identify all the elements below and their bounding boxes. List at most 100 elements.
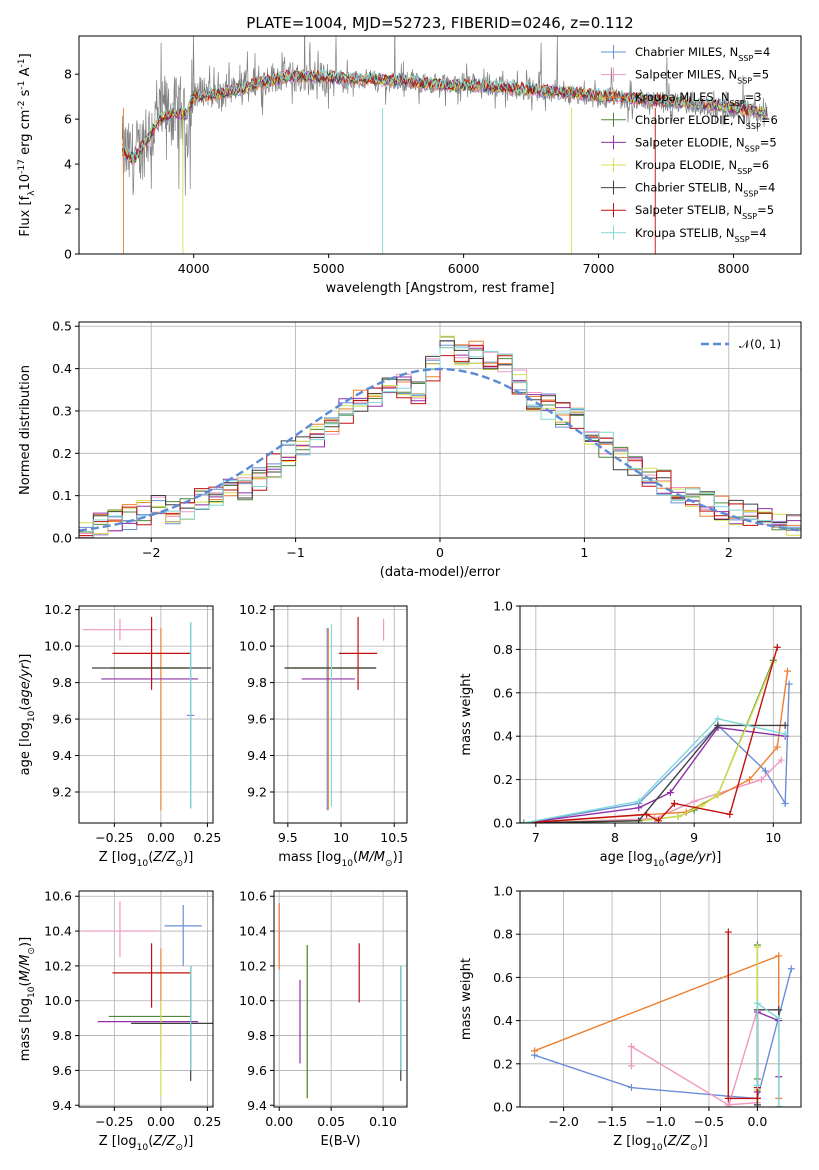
- y-tick-label: 0.4: [493, 1013, 513, 1028]
- x-axis-label: (data-model)/error: [380, 565, 501, 580]
- legend-entry: Chabrier ELODIE, NSSP=6: [635, 113, 778, 131]
- errorbar-point: [164, 904, 202, 966]
- y-tick-label: 0.0: [52, 531, 72, 546]
- y-tick-label: 9.4: [52, 748, 72, 763]
- plot-marks: [82, 901, 213, 1097]
- y-tick-label: 10.6: [44, 889, 72, 904]
- mass-weight-marker: [724, 1103, 732, 1107]
- legend-entry: Chabrier STELIB, NSSP=4: [635, 181, 775, 199]
- y-tick-label: 0.3: [52, 403, 72, 418]
- y-axis-label: Flux [fλ10-17 erg cm-2 s-1 A-1]: [17, 53, 37, 236]
- ticks: −2 −1 0 1 2 0.0 0.1 0.2 0.3 0.4 0.5: [52, 319, 733, 560]
- y-tick-label: 0.4: [493, 729, 513, 744]
- y-axis-label: mass weight: [459, 673, 474, 755]
- y-tick-label: 9.6: [247, 712, 267, 727]
- y-tick-label: 10.0: [239, 993, 267, 1008]
- mass-vs-ebv-panel: 0.00 0.05 0.10 9.4 9.6 9.8 10.0 10.2 10.4 10.6 E(B…: [239, 889, 408, 1149]
- x-tick-label: 9: [690, 830, 698, 845]
- axes-frame: [78, 605, 214, 824]
- legend-entry: Kroupa ELODIE, NSSP=6: [635, 158, 769, 176]
- x-tick-label: 0.00: [147, 1114, 175, 1129]
- mass-weight-marker: [753, 999, 761, 1007]
- mass-weight-marker: [761, 767, 769, 775]
- mass-weight-marker: [777, 756, 785, 764]
- x-tick-label: 8000: [718, 261, 750, 276]
- x-tick-label: −2: [142, 545, 160, 560]
- mass-weight-marker: [726, 810, 734, 818]
- massweight-vs-z-panel: −2.0 −1.5 −1.0 −0.5 0.0 0.0 0.2 0.4 0.6 0.8 1.0 Z […: [459, 884, 802, 1153]
- mass-weight-marker: [784, 667, 792, 675]
- y-tick-label: 10.2: [239, 958, 267, 973]
- x-axis-label: mass [log10(M/M⊙)]: [278, 850, 402, 869]
- x-axis-label: Z [log10(Z/Z⊙)]: [613, 1134, 708, 1153]
- x-tick-label: 6000: [448, 261, 480, 276]
- legend: 𝒩(0, 1): [701, 337, 781, 351]
- plot-area: [520, 606, 801, 823]
- residuals-panel: −2 −1 0 1 2 0.0 0.1 0.2 0.3 0.4 0.5 (data-model)/er…: [18, 319, 802, 580]
- y-tick-label: 0.2: [493, 1056, 513, 1071]
- y-axis-label: mass weight: [459, 958, 474, 1040]
- legend-entry: 𝒩(0, 1): [739, 337, 781, 351]
- plot-area: [274, 606, 407, 823]
- y-tick-label: 9.8: [52, 675, 72, 690]
- mass-weight-marker: [775, 1103, 783, 1107]
- mass-weight-marker: [746, 776, 754, 784]
- y-tick-label: 9.6: [52, 712, 72, 727]
- y-tick-label: 10.2: [44, 602, 72, 617]
- mass-weight-marker: [773, 743, 781, 751]
- x-tick-label: 7: [532, 830, 540, 845]
- mass-weight-marker: [753, 943, 761, 951]
- mass-weight-line: [523, 724, 786, 823]
- x-tick-label: −0.25: [95, 830, 133, 845]
- y-tick-label: 10.4: [239, 924, 267, 939]
- errorbar-point: [82, 901, 158, 958]
- y-tick-label: 10.2: [239, 602, 267, 617]
- x-tick-label: 8: [611, 830, 619, 845]
- y-tick-label: 6: [64, 112, 72, 127]
- plot-marks: [121, 36, 768, 254]
- plot-marks: [284, 616, 385, 811]
- y-tick-label: 9.4: [247, 1098, 267, 1113]
- axes-frame: [519, 605, 802, 824]
- x-axis-label: E(B-V): [320, 1134, 360, 1149]
- y-tick-label: 1.0: [493, 884, 513, 899]
- plot-marks: [531, 928, 795, 1107]
- x-tick-label: 9.5: [278, 830, 298, 845]
- x-axis-label: Z [log10(Z/Z⊙)]: [99, 1134, 194, 1153]
- y-tick-label: 9.6: [247, 1063, 267, 1078]
- y-tick-label: 0.8: [493, 927, 513, 942]
- y-tick-label: 4: [64, 157, 72, 172]
- y-axis-label: Normed distribution: [18, 365, 33, 495]
- x-tick-label: 2: [725, 545, 733, 560]
- mass-weight-marker: [635, 817, 643, 823]
- mass-weight-marker: [781, 799, 789, 807]
- y-tick-label: 0.0: [493, 816, 513, 831]
- errorbar-point: [338, 616, 378, 690]
- x-tick-label: 4000: [178, 261, 210, 276]
- y-tick-label: 0.5: [52, 319, 72, 334]
- y-axis-label: mass [log10(M/M⊙)]: [18, 937, 37, 1061]
- y-tick-label: 10.0: [239, 639, 267, 654]
- y-tick-label: 0.4: [52, 361, 72, 376]
- age-vs-mass-panel: 9.5 10 10.5 9.2 9.4 9.6 9.8 10.0 10.2 mass [log10…: [239, 602, 408, 869]
- mass-weight-marker: [627, 1084, 635, 1092]
- ticks: 9.5 10 10.5 9.2 9.4 9.6 9.8 10.0 10.2: [239, 602, 408, 845]
- residual-histogram: [79, 345, 801, 538]
- x-tick-label: 10: [765, 830, 781, 845]
- errorbar-point: [82, 618, 158, 641]
- mass-weight-marker: [753, 1101, 761, 1107]
- mass-weight-marker: [531, 1047, 539, 1055]
- mass-vs-z-panel: −0.25 0.00 0.25 9.4 9.6 9.8 10.0 10.2 10.4 10.6 Z …: [18, 889, 221, 1153]
- y-tick-label: 9.8: [247, 1028, 267, 1043]
- y-tick-label: 10.0: [44, 639, 72, 654]
- ticks: −0.25 0.00 0.25 9.4 9.6 9.8 10.0 10.2 10.4 10.6: [44, 889, 221, 1129]
- mass-weight-marker: [724, 928, 732, 936]
- chart-title: PLATE=1004, MJD=52723, FIBERID=0246, z=0…: [246, 14, 633, 32]
- mass-weight-line: [523, 718, 786, 823]
- x-tick-label: 10: [333, 830, 349, 845]
- y-tick-label: 10.6: [239, 889, 267, 904]
- x-tick-label: −1.5: [597, 1114, 627, 1129]
- y-tick-label: 0.0: [493, 1100, 513, 1115]
- plot-area: [274, 891, 407, 1107]
